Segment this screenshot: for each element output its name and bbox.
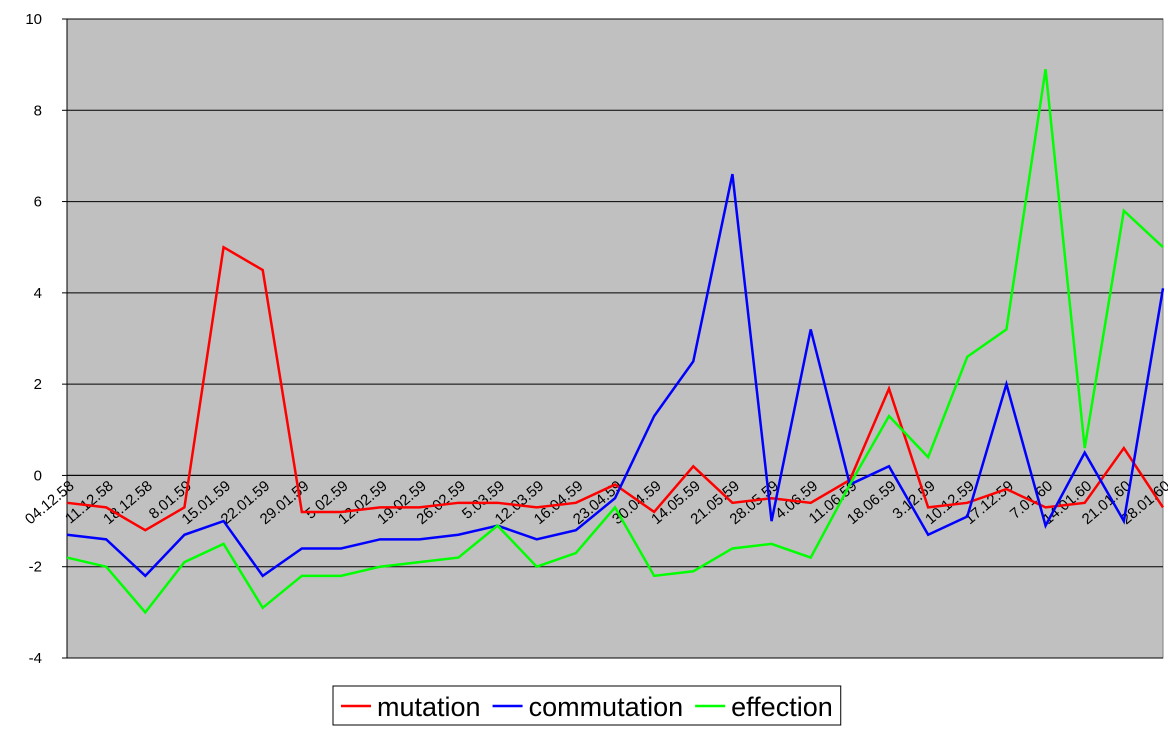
legend: mutation commutation effection — [332, 685, 842, 726]
series-line — [66, 69, 1164, 615]
series-line — [66, 173, 1165, 578]
legend-label: effection — [731, 692, 833, 722]
y-tick-label: 10 — [25, 11, 42, 28]
y-tick-label: 4 — [34, 285, 42, 302]
legend-label: commutation — [529, 692, 684, 722]
y-tick-label: -4 — [29, 650, 42, 667]
legend-label: mutation — [377, 692, 481, 722]
legend-box — [332, 685, 842, 726]
y-tick-label: 0 — [34, 467, 42, 484]
plot-area — [66, 18, 1164, 659]
y-tick-label: 8 — [34, 102, 42, 119]
series-line — [66, 245, 1165, 532]
y-tick-label: 6 — [34, 194, 42, 211]
y-tick-label: -2 — [29, 559, 42, 576]
y-tick-label: 2 — [34, 376, 42, 393]
